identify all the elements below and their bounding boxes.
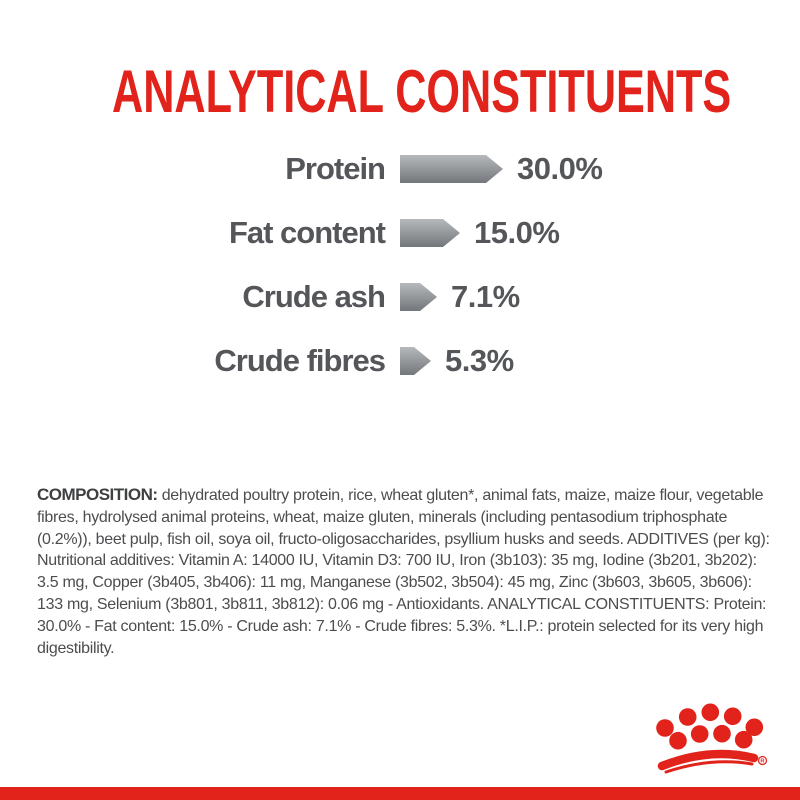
svg-text:R: R — [760, 759, 765, 765]
registered-trademark-icon: R — [757, 755, 768, 766]
constituent-row: Crude ash 7.1% — [30, 279, 602, 314]
constituent-label: Protein — [285, 151, 386, 186]
constituent-label: Fat content — [228, 215, 386, 250]
constituent-row: Protein 30.0% — [30, 151, 603, 186]
constituent-bar — [400, 155, 503, 183]
analytical-constituents-chart: Protein 30.0% Fat content 15.0% Crude ash 7.1… — [30, 151, 603, 378]
constituent-row: Fat content 15.0% — [30, 215, 602, 250]
constituent-value: 15.0% — [474, 215, 560, 250]
constituent-value: 30.0% — [517, 151, 603, 186]
constituent-bar — [400, 219, 460, 247]
bottom-red-stripe — [0, 787, 800, 800]
composition-body: dehydrated poultry protein, rice, wheat … — [37, 487, 770, 657]
composition-text: COMPOSITION: dehydrated poultry protein,… — [37, 484, 771, 659]
constituent-bar — [400, 347, 431, 375]
constituent-bar — [400, 283, 437, 311]
composition-heading: COMPOSITION: — [37, 485, 158, 504]
crown-dots — [656, 703, 764, 750]
constituent-value: 7.1% — [451, 279, 520, 314]
royal-canin-crown-logo: R — [656, 703, 768, 774]
constituent-label: Crude fibres — [214, 343, 386, 378]
crown-arc-thick — [657, 749, 759, 771]
constituent-value: 5.3% — [445, 343, 514, 378]
constituent-label: Crude ash — [242, 279, 386, 314]
page-title: ANALYTICAL CONSTITUENTS — [112, 58, 732, 126]
crown-arc-thin — [664, 760, 754, 774]
constituent-row: Crude fibres 5.3% — [30, 343, 602, 378]
